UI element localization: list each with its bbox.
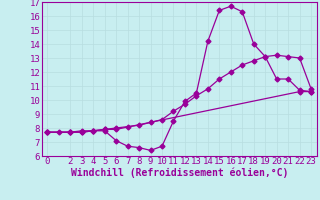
X-axis label: Windchill (Refroidissement éolien,°C): Windchill (Refroidissement éolien,°C) [70,168,288,178]
